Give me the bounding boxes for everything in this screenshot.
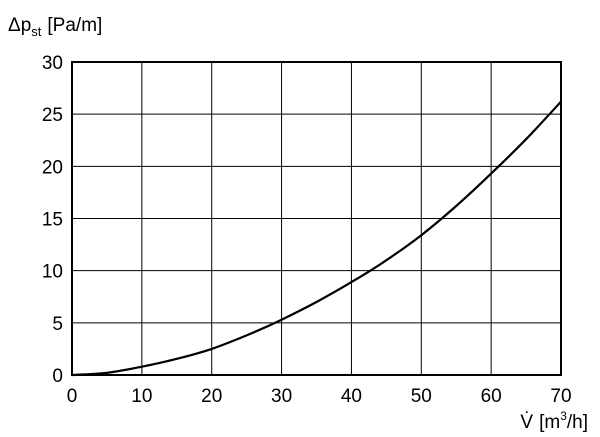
x-tick-label: 50 — [411, 386, 432, 407]
y-axis-title: Δpst [Pa/m] — [8, 15, 102, 39]
x-axis-title: V̇ [m3/h] — [520, 409, 588, 433]
grid — [71, 61, 562, 376]
x-tick-label: 0 — [67, 386, 78, 407]
y-tick-label: 0 — [52, 366, 63, 387]
plot-frame — [71, 61, 562, 376]
series-line — [71, 100, 562, 377]
x-tick-label: 70 — [550, 386, 571, 407]
y-tick-label: 10 — [42, 262, 63, 283]
x-tick-label: 20 — [201, 386, 222, 407]
tick-labels: 0 10 20 30 40 50 60 70 0 5 10 15 20 25 30 — [42, 53, 572, 407]
y-tick-label: 20 — [42, 157, 63, 178]
y-tick-label: 25 — [42, 105, 63, 126]
y-tick-label: 30 — [42, 53, 63, 74]
x-tick-label: 30 — [271, 386, 292, 407]
y-tick-label: 5 — [52, 314, 63, 335]
series — [71, 100, 562, 377]
x-tick-label: 10 — [131, 386, 152, 407]
x-tick-label: 40 — [341, 386, 362, 407]
y-tick-label: 15 — [42, 210, 63, 231]
x-tick-label: 60 — [481, 386, 502, 407]
